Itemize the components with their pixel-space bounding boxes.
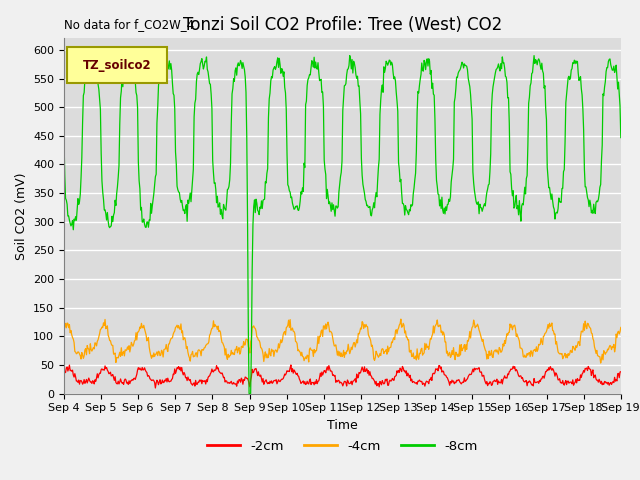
Title: Tonzi Soil CO2 Profile: Tree (West) CO2: Tonzi Soil CO2 Profile: Tree (West) CO2 — [183, 16, 502, 34]
Legend: -2cm, -4cm, -8cm: -2cm, -4cm, -8cm — [202, 434, 483, 458]
Text: TZ_soilco2: TZ_soilco2 — [83, 59, 151, 72]
X-axis label: Time: Time — [327, 419, 358, 432]
Y-axis label: Soil CO2 (mV): Soil CO2 (mV) — [15, 172, 28, 260]
Text: No data for f_CO2W_4: No data for f_CO2W_4 — [64, 18, 194, 31]
FancyBboxPatch shape — [67, 47, 167, 83]
